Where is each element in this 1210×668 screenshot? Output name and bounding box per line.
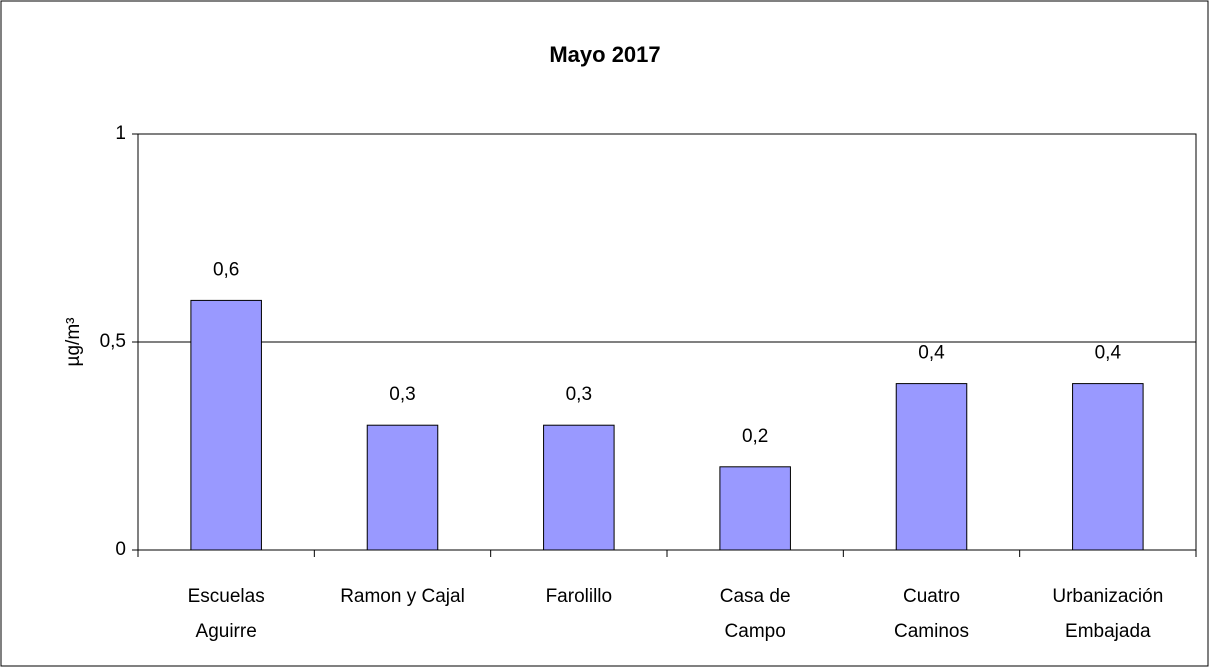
data-label: 0,6 [213, 259, 239, 280]
bar [190, 299, 262, 551]
x-tick-label: Escuelas [188, 586, 265, 607]
y-tick-label: 0 [115, 539, 126, 560]
bar [366, 424, 439, 551]
x-tick-label: Ramon y Cajal [340, 586, 465, 607]
y-tick-label: 0,5 [100, 331, 126, 352]
y-tick-label: 1 [115, 123, 126, 144]
x-tick-label: Farolillo [546, 586, 613, 607]
data-label: 0,2 [742, 426, 768, 447]
x-tick-label: Aguirre [196, 621, 257, 642]
x-tick-label: Embajada [1065, 621, 1151, 642]
bar [543, 424, 615, 551]
x-tick-label: Cuatro [903, 586, 960, 607]
data-label: 0,3 [389, 384, 415, 405]
bar [1072, 383, 1144, 551]
bar [719, 466, 791, 551]
data-label: 0,4 [918, 343, 945, 364]
x-tick-label: Urbanización [1052, 586, 1163, 607]
x-tick-label: Casa de [720, 586, 791, 607]
y-axis-label: µg/m³ [63, 318, 84, 367]
chart-title: Mayo 2017 [549, 42, 660, 67]
x-tick-label: Caminos [894, 621, 969, 642]
data-label: 0,4 [1095, 343, 1122, 364]
data-label: 0,3 [566, 384, 592, 405]
bar [895, 383, 968, 551]
x-tick-label: Campo [725, 621, 786, 642]
